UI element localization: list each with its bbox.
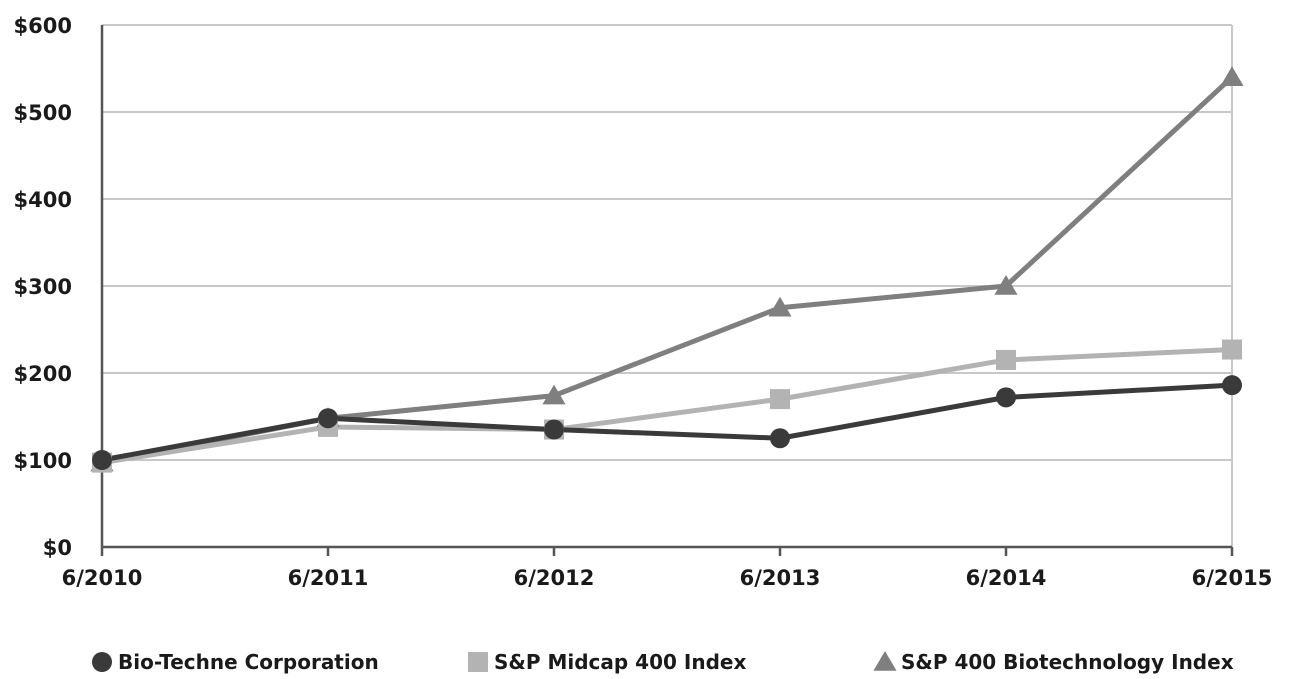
legend-label: S&P 400 Biotechnology Index <box>901 650 1234 674</box>
data-point-square <box>1222 339 1242 360</box>
data-point-triangle <box>768 296 792 317</box>
y-tick-label: $300 <box>14 275 72 299</box>
legend-item: Bio-Techne Corporation <box>92 650 379 674</box>
data-point-square <box>770 389 790 410</box>
legend-marker-triangle <box>873 651 897 671</box>
legend-item: S&P 400 Biotechnology Index <box>873 650 1234 674</box>
series-lines <box>101 75 1234 466</box>
data-point-circle <box>318 408 338 429</box>
x-tick-label: 6/2013 <box>740 566 821 590</box>
series-line-circle <box>101 382 1233 463</box>
data-point-circle <box>770 428 790 449</box>
y-axis-tick-labels: $0 $100 $200 $300 $400 $500 $600 <box>14 14 72 560</box>
y-tick-label: $0 <box>43 536 72 560</box>
legend: Bio-Techne Corporation S&P Midcap 400 Ind… <box>92 650 1234 674</box>
series-line-triangle <box>101 75 1234 466</box>
x-tick-label: 6/2014 <box>966 566 1047 590</box>
x-axis-tick-labels: 6/2010 6/2011 6/2012 6/2013 6/2014 6/2015 <box>62 566 1273 590</box>
data-point-circle <box>544 419 564 440</box>
y-tick-label: $600 <box>14 14 72 38</box>
series-line-square <box>101 347 1233 466</box>
data-point-triangle <box>1220 66 1244 86</box>
data-point-square <box>996 349 1016 370</box>
y-tick-label: $400 <box>14 188 72 212</box>
legend-marker-square <box>468 652 488 672</box>
x-tick-label: 6/2015 <box>1192 566 1273 590</box>
y-tick-label: $100 <box>14 449 72 473</box>
data-point-circle <box>1222 375 1242 396</box>
data-point-circle <box>996 387 1016 408</box>
x-tick-label: 6/2010 <box>62 566 143 590</box>
x-tick-label: 6/2012 <box>514 566 595 590</box>
legend-item: S&P Midcap 400 Index <box>468 650 746 674</box>
y-tick-label: $200 <box>14 362 72 386</box>
series-markers <box>90 66 1244 473</box>
x-tick-label: 6/2011 <box>288 566 369 590</box>
data-point-triangle <box>994 275 1018 295</box>
legend-label: Bio-Techne Corporation <box>118 650 379 674</box>
y-tick-label: $500 <box>14 101 72 125</box>
legend-marker-circle <box>92 652 112 672</box>
gridlines <box>102 24 1232 461</box>
axes <box>100 25 1234 556</box>
data-point-circle <box>92 450 112 470</box>
data-point-triangle <box>542 384 566 405</box>
legend-label: S&P Midcap 400 Index <box>494 650 746 674</box>
